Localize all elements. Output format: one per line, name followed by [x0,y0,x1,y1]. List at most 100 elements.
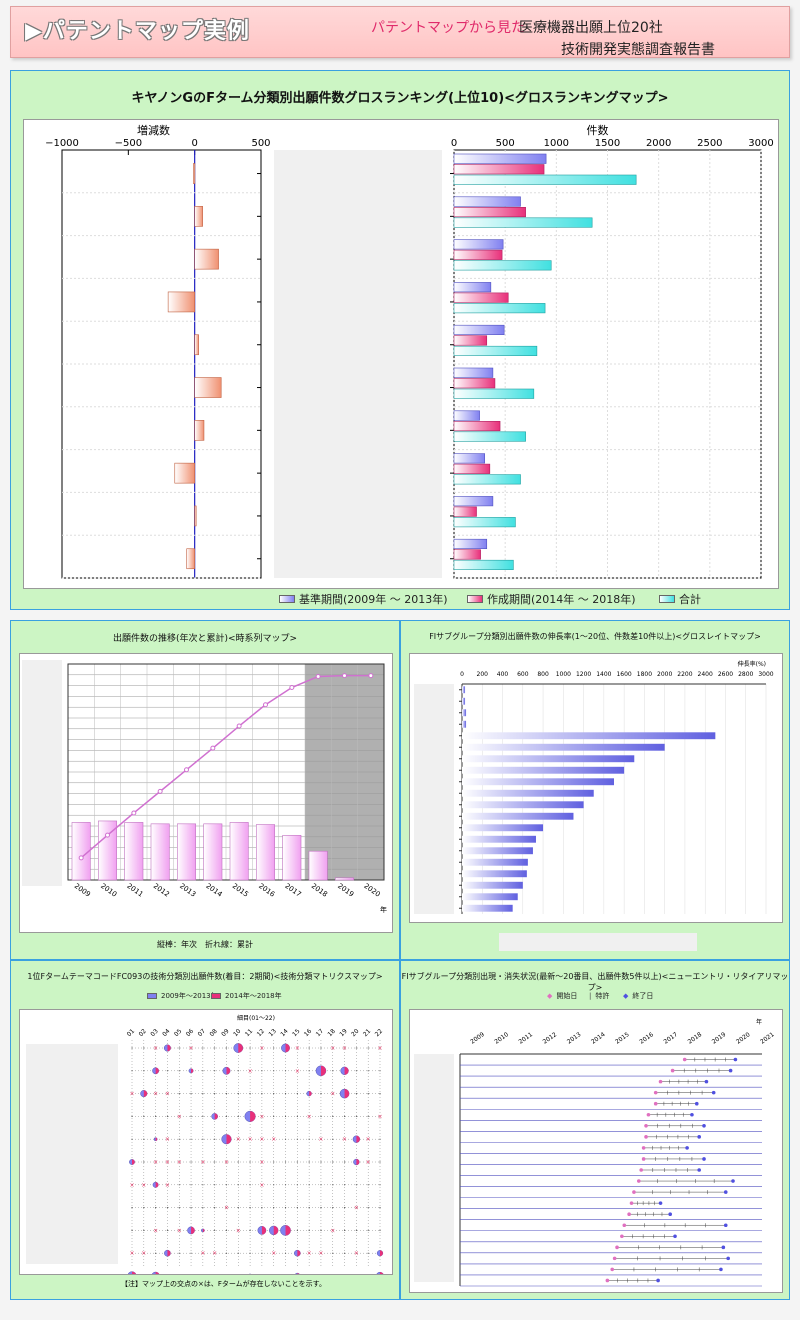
year-unit-label: 年 [756,1018,762,1026]
no-fterm-mark: × [165,1159,170,1166]
x-tick-label: 800 [537,671,549,678]
increase-bar [194,505,197,527]
matrix-legend-period1-swatch [147,993,157,999]
start-marker [682,1057,687,1062]
empty-cell-dot [225,1229,228,1231]
start-marker [653,1090,658,1095]
annual-bar [229,822,249,881]
no-fterm-mark: × [153,1045,158,1052]
year-label: 2015 [614,1031,631,1046]
growth-bar [462,697,466,705]
x-tick-label: 1200 [576,671,591,678]
empty-cell-dot [166,1070,169,1072]
empty-cell-dot [355,1093,357,1095]
no-fterm-mark: × [248,1136,253,1143]
empty-cell-dot [273,1207,275,1209]
column-label: 17 [315,1028,325,1038]
no-fterm-mark: × [236,1273,241,1274]
no-fterm-mark: × [165,1136,170,1143]
matrix-panel: 1位FタームテーマコードFC093の技術分類別出願件数(着目：2期間)<技術分類… [10,960,400,1300]
start-marker [653,1101,658,1106]
total-bar [453,431,526,442]
growth-bar [462,755,635,763]
bubble-period2 [214,1113,218,1120]
column-label: 02 [138,1028,148,1038]
cumulative-point [236,723,242,729]
bubble-period2 [132,1159,135,1165]
empty-cell-dot [273,1047,275,1049]
cumulative-point [210,745,216,751]
empty-cell-dot [131,1207,133,1209]
column-label: 14 [279,1028,289,1038]
empty-cell-dot [214,1207,216,1209]
legend-total-swatch [659,595,675,603]
x-tick-label: 2020 [362,882,381,899]
x-tick-label: 2600 [718,671,733,678]
bubble-period2 [297,1273,301,1279]
total-bar [453,260,552,271]
no-fterm-mark: × [295,1045,300,1052]
start-marker [641,1146,646,1150]
column-label: 21 [362,1028,372,1038]
column-label: 01 [126,1028,136,1038]
x-tick-label: 2014 [204,882,224,899]
no-fterm-mark: × [200,1250,205,1257]
column-label: 08 [208,1028,218,1038]
year-label: 2020 [735,1031,752,1046]
matrix-title: 1位FタームテーマコードFC093の技術分類別出願件数(着目：2期間)<技術分類… [27,972,383,981]
no-fterm-mark: × [271,1136,276,1143]
empty-cell-dot [379,1138,381,1140]
end-marker [711,1090,716,1095]
matrix-svg: 細目(01～22)01 02 03 04 05 06 07 08 09 10 11 12 13 14 15 1… [26,1014,384,1281]
growth-rate-svg: 伸長率(%) 0 200 400 600 800 1000 1200 1400 1600 1800 2… [414,660,774,914]
empty-cell-dot [214,1184,216,1186]
bubble-period2 [356,1159,360,1165]
increase-bar [167,291,195,313]
x-tick-label: 0 [460,671,464,678]
empty-cell-dot [379,1207,381,1209]
empty-cell-dot [155,1207,157,1209]
bubble-period2 [155,1067,159,1074]
bubble-period2 [320,1065,326,1076]
end-marker [728,1068,733,1073]
total-bar [453,474,521,485]
year-label: 2014 [590,1031,607,1046]
column-label: 03 [149,1028,159,1038]
empty-cell-dot [261,1093,263,1095]
empty-cell-dot [343,1115,346,1117]
empty-cell-dot [190,1093,192,1095]
empty-cell-dot [355,1184,357,1186]
column-label: 20 [350,1028,360,1038]
no-fterm-mark: × [307,1250,312,1257]
growth-bar [462,686,466,694]
empty-cell-dot [355,1047,357,1049]
end-marker [694,1101,699,1106]
create-period-bar [453,506,477,517]
matrix-legend-period2-label: 2014年～2018年 [225,992,282,1000]
plot-frame [67,663,385,881]
annual-bar [150,823,170,881]
empty-cell-dot [155,1252,157,1254]
legend-total-label: 合計 [679,593,701,606]
total-bar [453,345,538,356]
legend-total: 合計 [659,591,701,607]
empty-cell-dot [178,1184,180,1186]
x-tick-label: 2400 [698,671,713,678]
column-label: 07 [197,1028,207,1038]
empty-cell-dot [367,1070,369,1072]
empty-cell-dot [284,1207,287,1209]
empty-cell-dot [225,1252,228,1254]
bubble-period2 [273,1225,279,1235]
x-tick-label: 200 [477,671,489,678]
annual-bar [71,822,91,881]
empty-cell-dot [332,1207,334,1209]
empty-cell-dot [284,1093,287,1095]
right-tick-label: 1000 [544,138,569,149]
gross-ranking-svg: 増減数 件数 −1000 −500 0 500 0 500 1000 1500 2000 2500 30… [45,123,774,579]
empty-cell-dot [367,1229,369,1231]
empty-cell-dot [284,1161,287,1163]
new-entry-legend-end-icon: ◆ [623,992,629,1000]
empty-cell-dot [379,1161,381,1163]
column-label: 16 [303,1028,313,1038]
left-tick-label: −1000 [45,138,79,149]
